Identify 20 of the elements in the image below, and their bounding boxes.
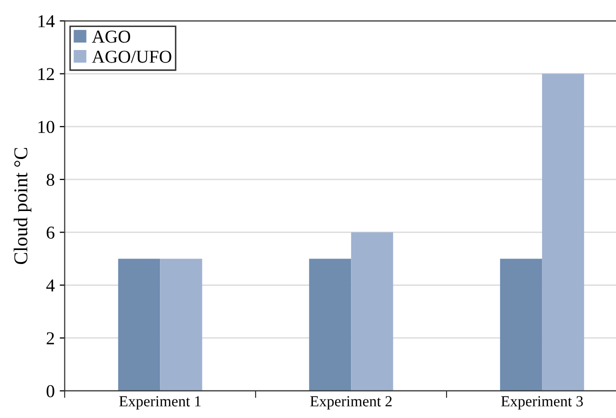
legend-label: AGO [92,30,130,43]
y-tick-label: 6 [46,226,54,239]
y-tick-label: 8 [46,174,54,186]
y-axis-title: Cloud point °C [14,148,32,264]
y-tick-label: 14 [38,15,55,28]
bar [542,74,584,391]
bar [309,258,352,391]
y-tick-label: 12 [38,68,54,80]
y-tick-label: 2 [46,332,54,344]
bar [160,258,202,391]
y-tick-label: 10 [38,120,54,134]
bar [118,258,160,391]
y-tick-label: 0 [46,385,54,398]
legend-label: AGO/UFO [92,50,172,63]
y-tick-label: 4 [46,280,55,292]
x-tick-label: Experiment 3 [501,396,583,410]
x-tick-label: Experiment 2 [310,396,392,410]
x-tick-label: Experiment 1 [119,396,201,410]
bar [500,258,542,391]
bar [351,232,394,391]
